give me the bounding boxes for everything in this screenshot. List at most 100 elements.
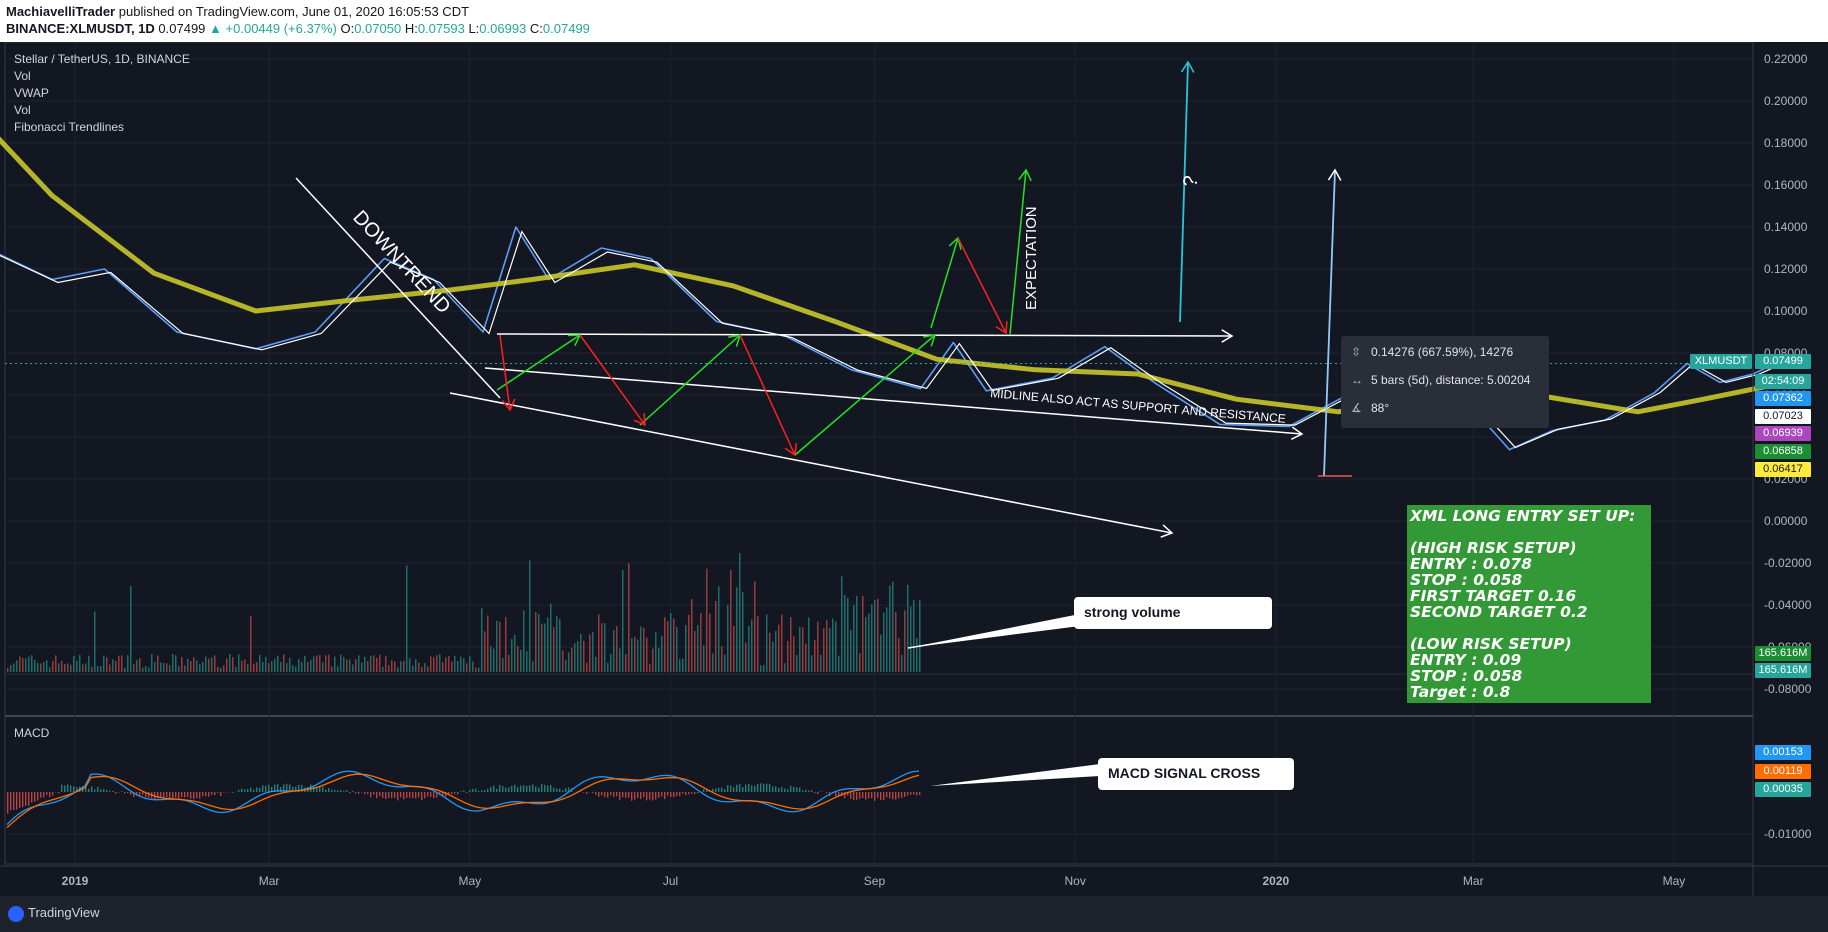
macd-histogram-bar xyxy=(415,792,417,799)
macd-histogram-bar xyxy=(88,788,90,792)
open-label: O: xyxy=(340,21,355,36)
chart-axes: 0.22000 0.20000 0.18000 0.16000 0.14000 0.120… xyxy=(0,42,1828,896)
tradingview-logo[interactable]: TradingView xyxy=(8,905,100,922)
macd-histogram-bar xyxy=(661,792,663,797)
strong-volume-note[interactable]: strong volume xyxy=(1074,597,1272,629)
volume-bar xyxy=(142,667,144,672)
legend-item-vwap[interactable]: VWAP xyxy=(14,86,49,100)
expectation-label: EXPECTATION xyxy=(1023,206,1040,310)
volume-bar xyxy=(871,604,873,672)
macd-histogram-bar xyxy=(613,792,615,797)
price-box-blue: 0.07362 xyxy=(1755,391,1811,406)
macd-histogram-bar xyxy=(874,792,876,801)
volume-bar xyxy=(340,654,342,672)
volume-bar xyxy=(832,618,834,672)
macd-histogram-bar xyxy=(172,792,174,800)
macd-histogram-bar xyxy=(208,792,210,797)
volume-bar xyxy=(469,656,471,672)
macd-histogram-bar xyxy=(16,792,18,810)
macd-histogram-bar xyxy=(856,792,858,801)
volume-bar xyxy=(898,638,900,672)
volume-bar xyxy=(250,616,252,672)
macd-histogram-bar xyxy=(622,792,624,798)
volume-bar xyxy=(121,655,123,672)
macd-histogram-bar xyxy=(211,792,213,795)
macd-histogram-bar xyxy=(685,792,687,796)
macd-histogram-bar xyxy=(196,792,198,798)
legend-item-fib-trendlines[interactable]: Fibonacci Trendlines xyxy=(14,120,125,134)
red-arrowhead xyxy=(784,442,798,457)
volume-bar xyxy=(310,659,312,672)
volume-bar xyxy=(646,637,648,672)
macd-histogram-bar xyxy=(199,792,201,799)
price-chart[interactable]: DOWNTREND EXPECTATION MIDLINE ALSO ACT AS … xyxy=(0,42,1828,896)
volume-bar xyxy=(385,655,387,672)
countdown-box: 02:54:09 xyxy=(1755,374,1811,389)
macd-histogram-bar xyxy=(820,791,822,792)
volume-bar xyxy=(853,605,855,672)
legend-item-vol-2[interactable]: Vol xyxy=(14,103,31,117)
macd-histogram-bar xyxy=(748,783,750,792)
volume-bar xyxy=(802,627,804,672)
macd-legend[interactable]: MACD xyxy=(14,726,50,740)
macd-histogram-bar xyxy=(790,785,792,792)
volume-bar xyxy=(178,666,180,672)
volume-bar xyxy=(670,612,672,672)
volume-bar xyxy=(859,653,861,672)
macd-histogram-bar xyxy=(178,792,180,799)
macd-histogram-bar xyxy=(472,788,474,792)
volume-bar xyxy=(274,658,276,672)
volume-bar xyxy=(427,666,429,672)
measure-arrowhead xyxy=(1327,168,1342,181)
midline-label: MIDLINE ALSO ACT AS SUPPORT AND RESISTAN… xyxy=(990,386,1287,426)
volume-bar xyxy=(406,565,408,672)
author-name[interactable]: MachiavelliTrader xyxy=(6,4,116,19)
macd-histogram-bar xyxy=(127,792,129,794)
volume-bar xyxy=(451,661,453,672)
volume-bar xyxy=(523,610,525,672)
volume-bar xyxy=(76,660,78,672)
volume-bar xyxy=(511,638,513,672)
macd-histogram-bar xyxy=(724,789,726,792)
macd-histogram-bar xyxy=(124,792,126,794)
volume-bar xyxy=(874,599,876,672)
macd-histogram-bar xyxy=(637,792,639,798)
macd-histogram-bar xyxy=(760,783,762,792)
volume-bar xyxy=(232,657,234,672)
volume-box-1: 165.616M xyxy=(1755,646,1811,661)
volume-bar xyxy=(877,598,879,672)
trade-setup-note[interactable]: XML LONG ENTRY SET UP: (HIGH RISK SETUP)… xyxy=(1407,505,1651,703)
macd-cross-note[interactable]: MACD SIGNAL CROSS xyxy=(1098,758,1294,790)
macd-histogram-bar xyxy=(511,785,513,792)
cyan-target-arrow xyxy=(1179,61,1189,323)
volume-bar xyxy=(181,657,183,672)
footer-bar: TradingView xyxy=(0,896,1828,932)
macd-histogram-bar xyxy=(499,784,501,792)
midline xyxy=(484,367,1303,435)
measure-tooltip: ⇳ 0.14276 (667.59%), 14276 ↔ 5 bars (5d), … xyxy=(1341,336,1549,428)
macd-histogram-bar xyxy=(826,792,828,794)
volume-bar xyxy=(724,654,726,672)
macd-histogram-bar xyxy=(850,792,852,799)
macd-histogram-bar xyxy=(328,788,330,792)
volume-bar xyxy=(394,661,396,672)
volume-bar xyxy=(37,662,39,672)
macd-histogram-bar xyxy=(652,792,654,801)
volume-bar xyxy=(439,654,441,672)
volume-bar xyxy=(658,647,660,672)
macd-histogram-bar xyxy=(103,789,105,792)
macd-histogram-bar xyxy=(13,792,15,811)
macd-histogram-bar xyxy=(547,785,549,792)
volume-bar xyxy=(109,664,111,672)
legend-item-vol[interactable]: Vol xyxy=(14,69,31,83)
volume-bar xyxy=(220,667,222,672)
macd-histogram-bar xyxy=(295,786,297,792)
volume-bar xyxy=(169,665,171,672)
volume-bar xyxy=(277,655,279,672)
volume-bar xyxy=(688,614,690,672)
red-arrowhead xyxy=(633,412,646,427)
macd-histogram-bar xyxy=(283,784,285,792)
x-tick-label: Jul xyxy=(663,874,678,888)
macd-histogram-bar xyxy=(289,784,291,792)
macd-histogram-bar xyxy=(337,790,339,792)
